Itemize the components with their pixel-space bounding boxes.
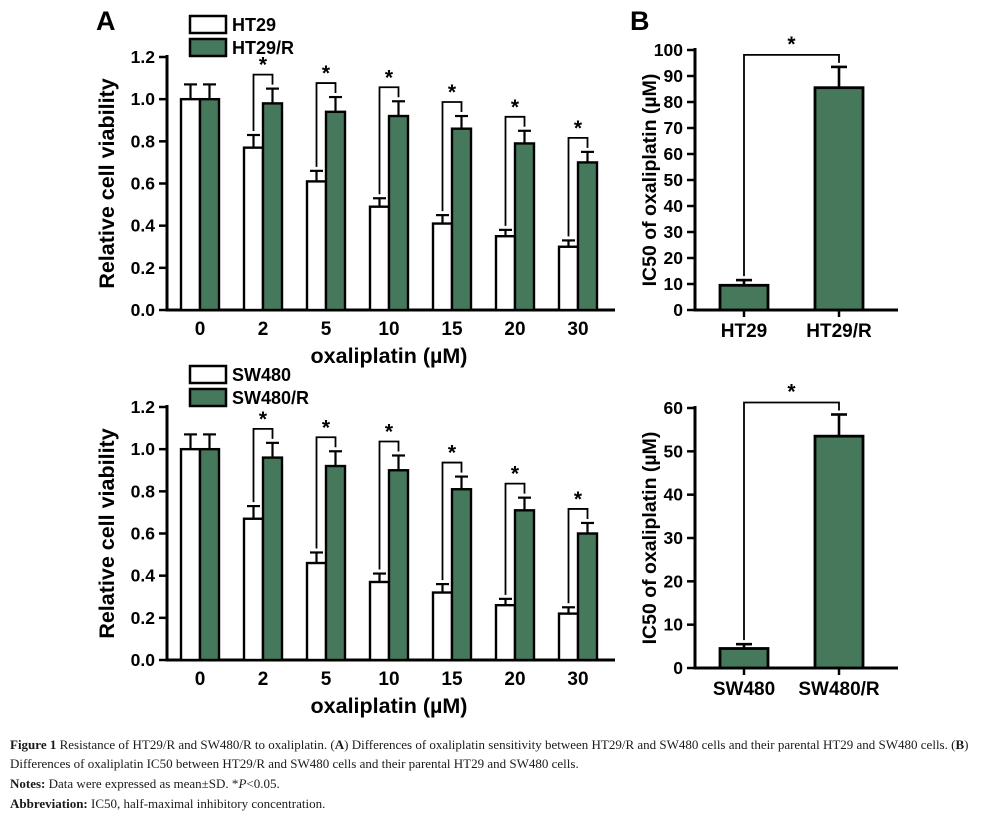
svg-text:0: 0 <box>195 319 206 340</box>
svg-text:*: * <box>574 488 583 511</box>
svg-text:0: 0 <box>673 300 683 320</box>
svg-text:*: * <box>448 442 457 465</box>
svg-text:SW480: SW480 <box>713 679 775 700</box>
svg-text:70: 70 <box>664 118 684 138</box>
svg-text:1.0: 1.0 <box>131 439 156 459</box>
svg-text:0: 0 <box>195 669 206 690</box>
svg-text:IC50 of oxaliplatin (µM): IC50 of oxaliplatin (µM) <box>639 432 661 645</box>
svg-text:30: 30 <box>664 222 684 242</box>
svg-text:*: * <box>787 381 796 404</box>
chart-viability-sw480: 0.0 0.2 0.4 0.6 0.8 1.0 1.2 SW480 SW480/R 0 2 5 10 15… <box>95 364 615 718</box>
chart-ic50-ht29: 0 10 20 30 40 50 60 70 80 90 100 HT29 HT29/R * IC50 of… <box>639 33 898 342</box>
svg-text:5: 5 <box>321 319 332 340</box>
svg-text:0.6: 0.6 <box>131 524 156 544</box>
svg-text:1.2: 1.2 <box>131 397 156 417</box>
svg-text:HT29/R: HT29/R <box>232 38 294 58</box>
svg-text:HT29: HT29 <box>232 15 276 35</box>
svg-text:*: * <box>322 416 331 439</box>
svg-text:Relative cell viability: Relative cell viability <box>95 428 119 638</box>
svg-text:2: 2 <box>258 669 269 690</box>
svg-text:0.4: 0.4 <box>131 566 156 586</box>
svg-text:*: * <box>574 117 583 140</box>
svg-text:5: 5 <box>321 669 332 690</box>
svg-text:HT29: HT29 <box>721 321 767 342</box>
svg-text:0.6: 0.6 <box>131 174 156 194</box>
svg-text:30: 30 <box>567 669 588 690</box>
svg-text:*: * <box>259 54 268 77</box>
svg-text:10: 10 <box>664 615 684 635</box>
svg-text:*: * <box>511 96 520 119</box>
svg-text:0.2: 0.2 <box>131 258 156 278</box>
svg-text:40: 40 <box>664 485 684 505</box>
svg-text:60: 60 <box>664 398 684 418</box>
svg-text:40: 40 <box>664 196 684 216</box>
svg-text:15: 15 <box>441 319 463 340</box>
svg-text:100: 100 <box>654 40 683 60</box>
svg-text:IC50 of oxaliplatin (µM): IC50 of oxaliplatin (µM) <box>639 74 661 287</box>
panel-b-label: B <box>630 6 650 36</box>
svg-text:0.0: 0.0 <box>131 650 156 670</box>
svg-text:*: * <box>385 420 394 443</box>
svg-text:0: 0 <box>673 658 683 678</box>
caption-line: Abbreviation: IC50, half-maximal inhibit… <box>10 795 326 811</box>
svg-text:SW480: SW480 <box>232 365 291 385</box>
svg-text:SW480/R: SW480/R <box>232 388 309 408</box>
chart-ic50-sw480: 0 10 20 30 40 50 60 SW480 SW480/R * IC50 of oxalip… <box>639 381 898 700</box>
caption-line: Figure 1 Resistance of HT29/R and SW480/… <box>10 737 969 771</box>
svg-text:0.8: 0.8 <box>131 481 156 501</box>
svg-text:oxaliplatin (µM): oxaliplatin (µM) <box>311 694 468 718</box>
svg-text:20: 20 <box>664 571 684 591</box>
svg-text:1.2: 1.2 <box>131 47 156 67</box>
svg-text:2: 2 <box>258 319 269 340</box>
svg-text:*: * <box>385 66 394 89</box>
svg-text:10: 10 <box>378 669 399 690</box>
panel-a-label: A <box>96 6 116 36</box>
svg-text:50: 50 <box>664 170 684 190</box>
svg-text:0.8: 0.8 <box>131 131 156 151</box>
svg-text:30: 30 <box>664 528 684 548</box>
svg-text:SW480/R: SW480/R <box>798 679 880 700</box>
figure-caption: Figure 1 Resistance of HT29/R and SW480/… <box>10 736 982 814</box>
svg-text:*: * <box>322 62 331 85</box>
svg-text:0.4: 0.4 <box>131 216 156 236</box>
svg-text:30: 30 <box>567 319 588 340</box>
svg-text:20: 20 <box>504 669 525 690</box>
svg-text:*: * <box>259 408 268 431</box>
svg-text:*: * <box>511 463 520 486</box>
svg-text:10: 10 <box>664 274 684 294</box>
svg-text:80: 80 <box>664 92 684 112</box>
svg-text:*: * <box>787 33 796 56</box>
svg-text:10: 10 <box>378 319 399 340</box>
svg-text:0.0: 0.0 <box>131 300 156 320</box>
svg-text:50: 50 <box>664 441 684 461</box>
svg-text:HT29/R: HT29/R <box>806 321 872 342</box>
svg-text:1.0: 1.0 <box>131 89 156 109</box>
svg-text:20: 20 <box>504 319 525 340</box>
svg-text:0.2: 0.2 <box>131 608 156 628</box>
svg-text:90: 90 <box>664 66 684 86</box>
svg-text:oxaliplatin (µM): oxaliplatin (µM) <box>311 344 468 368</box>
svg-text:60: 60 <box>664 144 684 164</box>
chart-viability-ht29: 0.0 0.2 0.4 0.6 0.8 1.0 1.2 HT29 HT29/R 0 2 5 10 15 20… <box>95 14 615 368</box>
svg-text:Relative cell viability: Relative cell viability <box>95 78 119 288</box>
svg-text:20: 20 <box>664 248 684 268</box>
svg-text:*: * <box>448 81 457 104</box>
svg-text:15: 15 <box>441 669 463 690</box>
caption-line: Notes: Data were expressed as mean±SD. *… <box>10 775 280 791</box>
